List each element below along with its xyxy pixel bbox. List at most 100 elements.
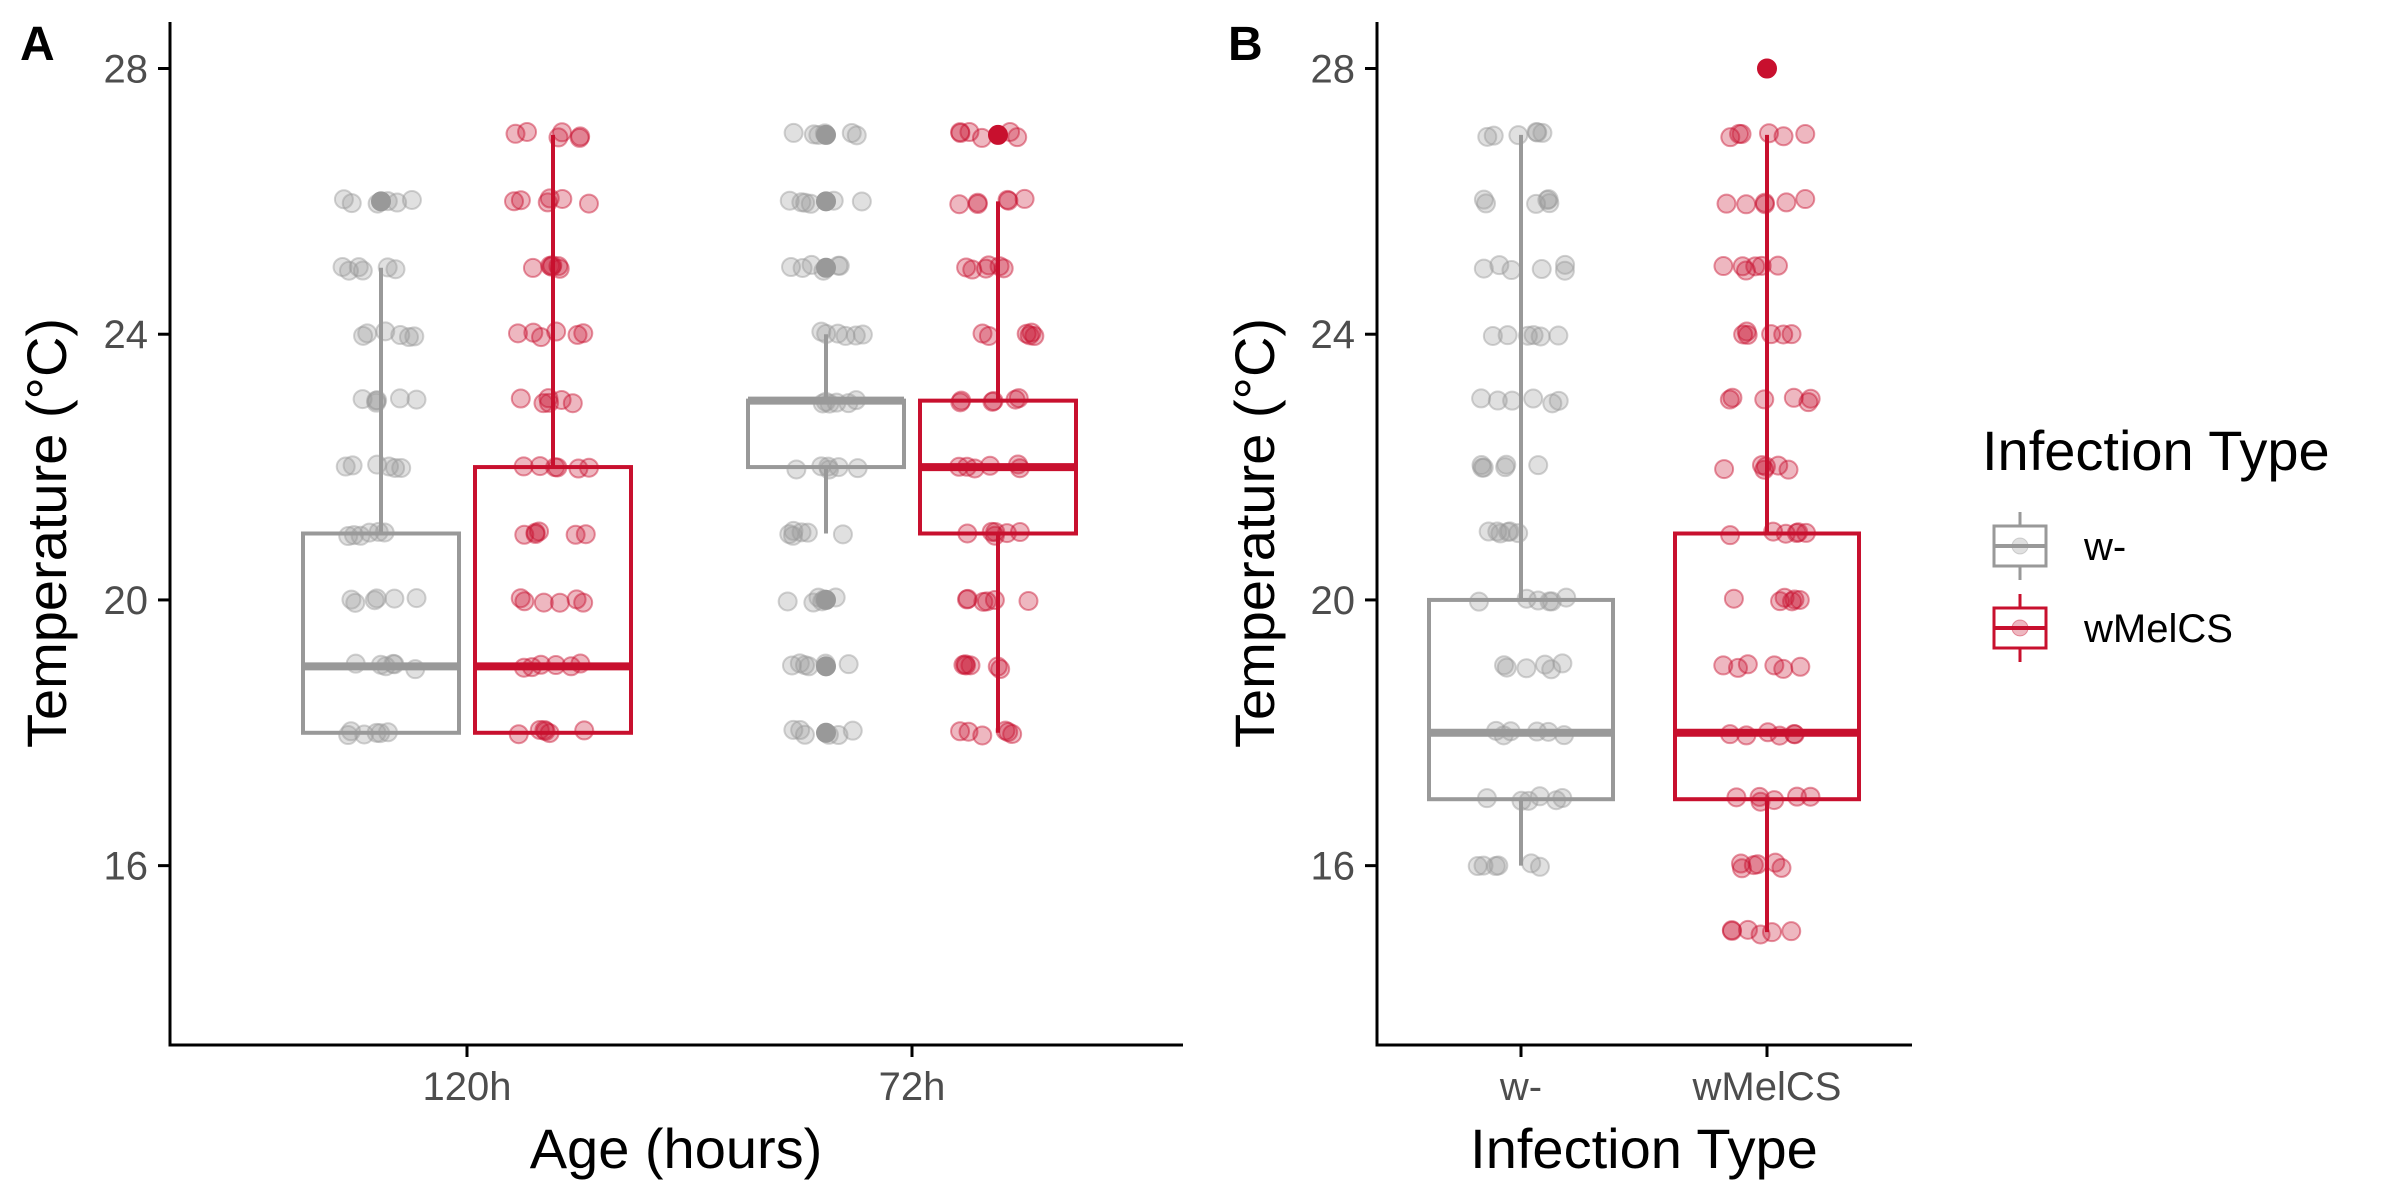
data-point — [842, 720, 863, 741]
data-point — [1800, 388, 1821, 409]
data-point — [777, 591, 798, 612]
data-point — [779, 524, 800, 545]
data-point — [1523, 325, 1544, 346]
data-point — [838, 654, 859, 675]
panel-b-y-axis-title: Temperature (°C) — [1223, 318, 1286, 748]
data-point — [525, 524, 546, 545]
legend-label: wMelCS — [2083, 607, 2233, 651]
data-point — [1783, 387, 1804, 408]
data-point — [1494, 655, 1515, 676]
data-point — [955, 655, 976, 676]
data-point — [549, 592, 570, 613]
data-point — [406, 588, 427, 609]
data-point — [976, 591, 997, 612]
panel-a-boxes — [301, 124, 1078, 743]
data-point — [1720, 127, 1741, 148]
data-point — [1467, 856, 1488, 877]
data-point — [1767, 255, 1788, 276]
data-point — [967, 194, 988, 215]
data-point — [1473, 189, 1494, 210]
data-point — [972, 323, 993, 344]
data-point — [1499, 521, 1520, 542]
data-point — [1737, 654, 1758, 675]
data-point — [1731, 124, 1752, 145]
data-point — [1723, 588, 1744, 609]
data-point — [790, 720, 811, 741]
panel-b-tag: B — [1228, 18, 1263, 71]
data-point — [1487, 390, 1508, 411]
data-point — [1531, 259, 1552, 280]
outlier-point — [816, 124, 836, 145]
outlier-point — [816, 589, 836, 610]
data-point — [1789, 589, 1810, 610]
data-point — [1754, 459, 1775, 480]
data-point — [1007, 127, 1028, 148]
panel-a-y-tick-label: 20 — [104, 579, 149, 623]
data-point — [1749, 786, 1770, 807]
data-point — [786, 459, 807, 480]
data-point — [377, 257, 398, 278]
data-point — [1475, 193, 1496, 214]
outlier-point — [816, 257, 836, 278]
data-point — [846, 125, 867, 146]
data-point — [781, 655, 802, 676]
data-point — [845, 325, 866, 346]
data-point — [1733, 324, 1754, 345]
data-point — [1008, 388, 1029, 409]
outlier-point — [816, 191, 836, 212]
data-point — [1555, 254, 1576, 275]
data-point — [570, 126, 591, 147]
data-point — [574, 720, 595, 741]
data-point — [1773, 658, 1794, 679]
data-point — [1713, 256, 1734, 277]
panel-b-x-tick-label: wMelCS — [1692, 1065, 1842, 1109]
data-point — [1745, 256, 1766, 277]
data-point — [1731, 858, 1752, 879]
data-point — [1530, 326, 1551, 347]
data-point — [391, 457, 412, 478]
panel-a-x-axis-title: Age (hours) — [530, 1117, 823, 1180]
data-point — [794, 724, 815, 745]
data-point — [1485, 856, 1506, 877]
legend-key-point — [2011, 537, 2029, 555]
data-point — [1784, 589, 1805, 610]
data-point — [1732, 256, 1753, 277]
data-point — [1021, 322, 1042, 343]
data-point — [1716, 193, 1737, 214]
data-point — [575, 524, 596, 545]
panel-a-y-tick-label: 16 — [104, 845, 149, 889]
data-point — [1018, 590, 1039, 611]
data-point — [1489, 255, 1510, 276]
data-point — [827, 323, 848, 344]
legend-title: Infection Type — [1982, 419, 2330, 482]
data-point — [962, 259, 983, 280]
panel-a-x-ticks: 120h 72h — [423, 1045, 945, 1109]
data-point — [529, 521, 550, 542]
data-point — [797, 522, 818, 543]
panel-a-y-ticks: 16 20 24 28 — [104, 48, 170, 889]
data-point — [990, 659, 1011, 680]
data-point — [997, 189, 1018, 210]
panel-b-x-ticks: w-wMelCS — [1499, 1045, 1842, 1109]
data-point — [569, 127, 590, 148]
panel-b-y-tick-label: 24 — [1311, 313, 1356, 357]
data-point — [534, 719, 555, 740]
data-point — [504, 191, 525, 212]
data-point — [525, 522, 546, 543]
data-point — [1532, 122, 1553, 143]
data-point — [852, 324, 873, 345]
outlier-point — [1757, 58, 1777, 79]
data-point — [972, 725, 993, 746]
panel-b-x-tick-label: w- — [1499, 1065, 1542, 1109]
data-point — [384, 588, 405, 609]
data-point — [1548, 390, 1569, 411]
data-point — [779, 190, 800, 211]
panel-a-y-tick-label: 28 — [104, 48, 149, 92]
data-point — [1736, 321, 1757, 342]
data-point — [1781, 324, 1802, 345]
data-point — [1754, 389, 1775, 410]
data-point — [546, 321, 567, 342]
data-point — [1483, 125, 1504, 146]
data-point — [1778, 459, 1799, 480]
data-point — [1482, 325, 1503, 346]
